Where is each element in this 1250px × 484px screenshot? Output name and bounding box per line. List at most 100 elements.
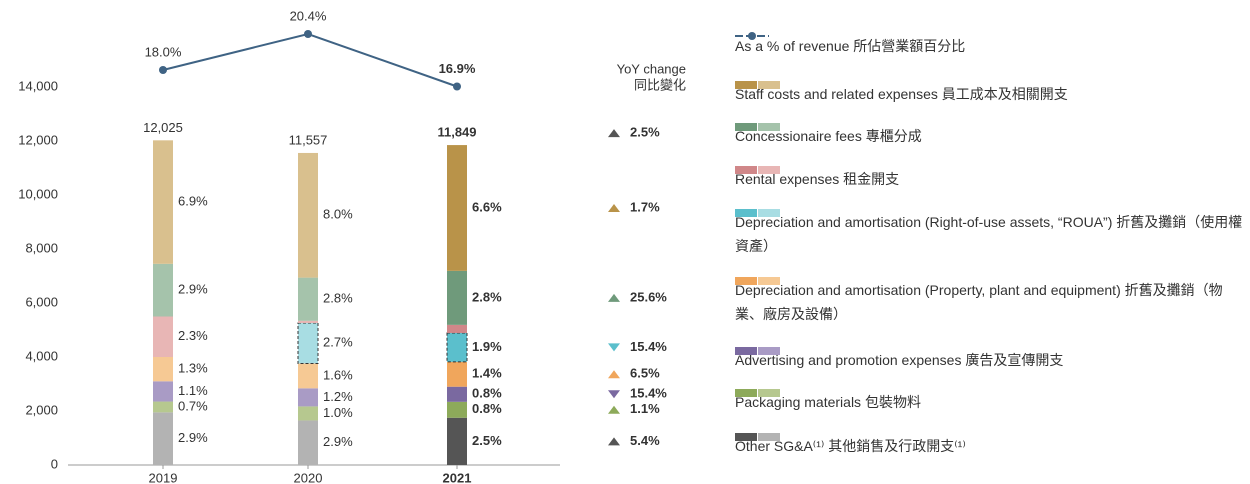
legend-label: Depreciation and amortisation (Right-of-… xyxy=(735,214,1243,254)
segment-label: 2.7% xyxy=(323,335,353,350)
legend-swatch xyxy=(735,268,1247,285)
yoy-arrow xyxy=(608,437,620,446)
segment-label: 1.9% xyxy=(472,339,502,354)
legend-entry: Other SG&A⁽¹⁾ 其他銷售及行政開支⁽¹⁾ xyxy=(735,424,1247,458)
line-point xyxy=(159,66,167,74)
swatch xyxy=(758,209,780,217)
yoy-label: 5.4% xyxy=(630,433,660,448)
yoy-label: 15.4% xyxy=(630,386,667,401)
legend-label: Concessionaire fees 專櫃分成 xyxy=(735,128,922,144)
swatch xyxy=(735,389,757,397)
yoy-label: 6.5% xyxy=(630,366,660,381)
yoy-arrow xyxy=(608,293,620,302)
yoy-arrow xyxy=(608,203,620,212)
segment-label: 1.1% xyxy=(178,383,208,398)
total-label: 11,849 xyxy=(437,125,476,140)
line-label: 16.9% xyxy=(439,61,476,76)
bar-segment xyxy=(447,361,467,387)
yoy-label: 1.1% xyxy=(630,401,660,416)
bar-segment xyxy=(447,324,467,333)
legend-swatch xyxy=(735,424,1247,441)
bar-segment xyxy=(153,357,173,382)
bar-segment xyxy=(297,322,319,364)
bar-segment xyxy=(153,412,173,465)
line-point xyxy=(453,82,461,91)
swatch xyxy=(735,433,757,441)
legend-label: Rental expenses 租金開支 xyxy=(735,171,900,187)
segment-label: 0.7% xyxy=(178,398,208,413)
segment-label: 6.9% xyxy=(178,194,208,209)
legend-label: As a % of revenue 所佔營業額百分比 xyxy=(735,38,966,54)
swatch xyxy=(735,347,757,355)
line-label: 20.4% xyxy=(290,8,327,23)
y-tick-label: 14,000 xyxy=(18,78,58,93)
x-tick-label: 2021 xyxy=(443,470,472,484)
legend-label: Packaging materials 包裝物料 xyxy=(735,394,921,410)
legend-swatch xyxy=(735,380,1247,397)
bar-segment xyxy=(447,417,467,465)
swatch xyxy=(758,389,780,397)
segment-label: 2.9% xyxy=(178,430,208,445)
yoy-arrow xyxy=(608,390,620,399)
swatch xyxy=(735,209,757,217)
segment-label: 1.4% xyxy=(472,366,502,381)
segment-label: 0.8% xyxy=(472,386,502,401)
segment-label: 1.0% xyxy=(323,405,353,420)
bar-segment xyxy=(447,270,467,325)
line-swatch xyxy=(735,32,769,40)
segment-label: 6.6% xyxy=(472,199,502,214)
yoy-label: 1.7% xyxy=(630,199,660,214)
bar-segment xyxy=(153,316,173,357)
bar-segment xyxy=(153,263,173,317)
bar-segment xyxy=(447,386,467,402)
segment-label: 1.6% xyxy=(323,367,353,382)
segment-label: 2.8% xyxy=(323,291,353,306)
x-tick-label: 2020 xyxy=(294,470,323,484)
bar-segment xyxy=(153,140,173,264)
legend-swatch xyxy=(735,157,1247,174)
swatch xyxy=(735,123,757,131)
segment-label: 2.9% xyxy=(178,282,208,297)
y-tick-label: 8,000 xyxy=(25,240,58,255)
bar-segment xyxy=(153,381,173,402)
line-point xyxy=(304,30,312,38)
bar-segment xyxy=(447,401,467,418)
yoy-arrow xyxy=(608,370,620,379)
legend-label: Advertising and promotion expenses 廣告及宣傳… xyxy=(735,352,1064,368)
bar-segment xyxy=(298,320,318,323)
legend-entry: Concessionaire fees 專櫃分成 xyxy=(735,114,1247,148)
line-label: 18.0% xyxy=(145,44,182,59)
swatch xyxy=(735,81,757,89)
legend-entry: Advertising and promotion expenses 廣告及宣傳… xyxy=(735,338,1247,372)
yoy-arrow xyxy=(608,343,620,352)
bar-segment xyxy=(298,406,318,421)
segment-label: 2.5% xyxy=(472,433,502,448)
legend-entry: Depreciation and amortisation (Property,… xyxy=(735,268,1247,326)
bar-segment xyxy=(446,332,468,363)
yoy-label: 15.4% xyxy=(630,339,667,354)
swatch xyxy=(758,433,780,441)
y-tick-label: 12,000 xyxy=(18,132,58,147)
bar-segment xyxy=(298,152,318,278)
swatch xyxy=(758,166,780,174)
bar-segment xyxy=(447,145,467,271)
legend-swatch xyxy=(735,114,1247,131)
legend-entry: Staff costs and related expenses 員工成本及相關… xyxy=(735,72,1247,106)
y-tick-label: 0 xyxy=(51,456,58,471)
yoy-title: 同比變化 xyxy=(634,77,686,92)
legend-swatch xyxy=(735,338,1247,355)
swatch xyxy=(758,81,780,89)
segment-label: 2.8% xyxy=(472,289,502,304)
segment-label: 2.9% xyxy=(323,434,353,449)
legend-label: Staff costs and related expenses 員工成本及相關… xyxy=(735,86,1068,102)
segment-label: 1.2% xyxy=(323,389,353,404)
bar-segment xyxy=(298,277,318,321)
legend-swatch xyxy=(735,24,1247,40)
total-label: 12,025 xyxy=(143,120,183,135)
bar-segment xyxy=(298,420,318,465)
legend-label: Depreciation and amortisation (Property,… xyxy=(735,282,1223,322)
segment-label: 1.3% xyxy=(178,361,208,376)
segment-label: 0.8% xyxy=(472,401,502,416)
chart: 0 2,000 4,000 6,000 8,000 10,000 12,000 14,000 2… xyxy=(18,8,686,484)
